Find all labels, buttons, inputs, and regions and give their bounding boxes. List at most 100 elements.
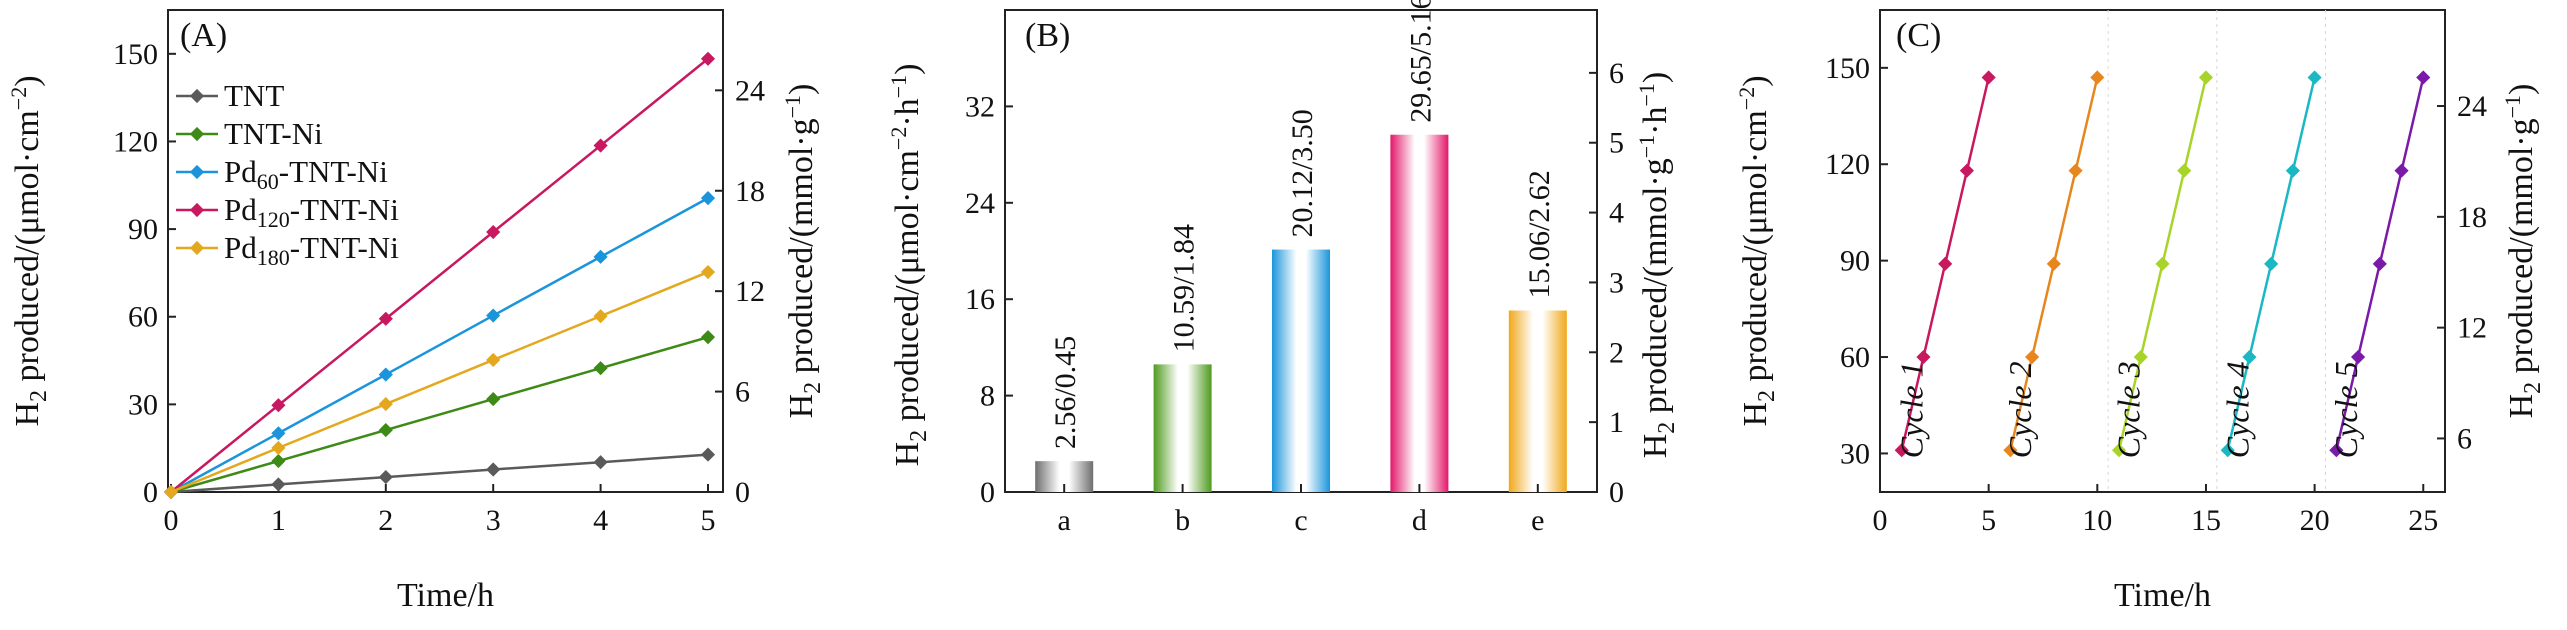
legend-swatch-marker [189,126,205,142]
cycle-label: Cycle 2 [2002,361,2038,458]
data-point [271,440,286,455]
y-axis-label-group: H2 produced/(μmol·cm−2) [6,75,52,426]
y-right-axis-label-sup: −1 [2500,95,2525,118]
y-right-tick-label: 24 [735,74,765,107]
y-tick-label: 120 [113,125,158,158]
y-axis-label-rest: produced/(μmol·cm [1737,110,1774,390]
data-point [2177,163,2192,178]
y-axis-label-group: H2 produced/(μmol·cm−2) [1734,75,1780,426]
data-label: 2.56/0.45 [1049,336,1082,449]
y-axis-label-sup: −2 [1734,87,1759,110]
panel-b: 0 8 16 24 32 0 1 2 3 4 5 6 a 2.56/0.45 b 10.59/1.84 c 20.… [886,0,1680,537]
y-right-tick-label: 6 [1609,57,1624,90]
data-point [378,397,393,412]
legend-swatch-marker [189,164,205,180]
x-tick-label: a [1058,504,1071,537]
data-label: 15.06/2.62 [1523,170,1556,298]
y-right-axis-label-group: H2 produced/(mmol·g−1·h−1) [1634,72,1680,459]
legend-label-main: Pd [224,154,257,189]
data-label: 20.12/3.50 [1286,109,1319,237]
legend-label-main: TNT-Ni [224,116,323,151]
y-axis-label-rest: produced/(μmol·cm [9,110,46,390]
data-point [2264,256,2279,271]
cycle-label: Cycle 1 [1893,361,1929,458]
panel-a-frame [167,9,724,493]
y-axis-label-main: H [889,442,926,467]
y-right-tick-label: 18 [2457,201,2487,234]
panel-label: (B) [1025,17,1070,54]
legend-label: Pd60-TNT-Ni [224,154,388,194]
y-right-axis-label-sub: 2 [2520,382,2546,394]
x-tick-label: 10 [2082,504,2112,537]
y-tick-label: 90 [1840,245,1870,278]
data-point [1959,163,1974,178]
y-tick-label: 90 [128,213,158,246]
y-right-axis-label-mid: ·h [1637,107,1674,135]
y-tick-label: 0 [143,476,158,509]
y-right-tick-label: 1 [1609,406,1624,439]
y-axis-label-sub: 2 [906,430,932,442]
y-right-axis-label-group: H2 produced/(mmol·g−1) [2500,84,2546,419]
y-tick-label: 60 [128,301,158,334]
y-right-tick-label: 24 [2457,90,2487,123]
y-right-tick-label: 6 [735,376,750,409]
y-right-tick-label: 18 [735,175,765,208]
x-tick-label: 25 [2408,504,2438,537]
bar [1390,134,1449,492]
y-right-tick-label: 6 [2457,422,2472,455]
data-point [593,138,608,153]
legend-swatch-marker [189,88,205,104]
data-point [700,330,716,345]
legend-label-sub: 180 [257,245,290,270]
x-tick-label: 5 [701,504,716,537]
y-right-tick-label: 0 [735,476,750,509]
y-right-axis-label-group: H2 produced/(mmol·g−1) [780,84,826,419]
data-point [700,264,716,280]
y-right-axis-label-end: ) [2503,84,2540,95]
data-point [2090,70,2105,85]
y-right-axis-label: H2 produced/(mmol·g−1) [2500,84,2546,419]
x-tick-label: 4 [593,504,608,537]
legend-label-sub: 60 [257,169,279,194]
x-tick-label: d [1412,504,1427,537]
cycle-label: Cycle 5 [2328,361,2364,458]
series-line [170,335,709,494]
data-point [163,484,179,500]
panel-label: (C) [1896,17,1941,54]
y-axis-label-main: H [9,402,46,427]
y-right-axis-label-end: ) [783,84,820,95]
y-axis-label: H2 produced/(μmol·cm−2) [6,75,52,426]
data-point [2307,70,2322,85]
y-tick-label: 60 [1840,341,1870,374]
data-point [2198,70,2214,85]
y-right-axis-label-main: H [1637,434,1674,459]
y-tick-label: 16 [965,283,995,316]
y-right-axis-label-rest: produced/(mmol·g [1637,158,1674,421]
data-point [486,392,501,407]
y-axis-label-group: H2 produced/(μmol·cm−2·h−1) [886,64,932,467]
y-tick-label: 30 [1840,437,1870,470]
y-tick-label: 32 [965,90,995,123]
panel-c: 0 5 10 15 20 25 30 60 90 120 150 6 12 18 24 Cycle 1 Cycl… [1734,9,2546,614]
data-point [378,367,393,382]
legend-label-rest: -TNT-Ni [279,154,388,189]
data-point [700,447,716,462]
y-right-axis-label-main: H [2503,394,2540,419]
data-point [2372,256,2387,271]
x-tick-label: 20 [2300,504,2330,537]
data-point [271,426,286,441]
x-tick-label: 5 [1981,504,1996,537]
y-tick-label: 0 [980,476,995,509]
legend-label-main: TNT [224,78,284,113]
y-axis-label-sup: −2 [886,127,911,150]
data-point [271,453,286,469]
data-point [1916,349,1931,365]
x-tick-label: b [1175,504,1190,537]
x-tick-label: 1 [271,504,286,537]
data-point [378,311,393,326]
data-point [700,51,716,66]
x-tick-label: 0 [1873,504,1888,537]
data-point [593,249,608,264]
